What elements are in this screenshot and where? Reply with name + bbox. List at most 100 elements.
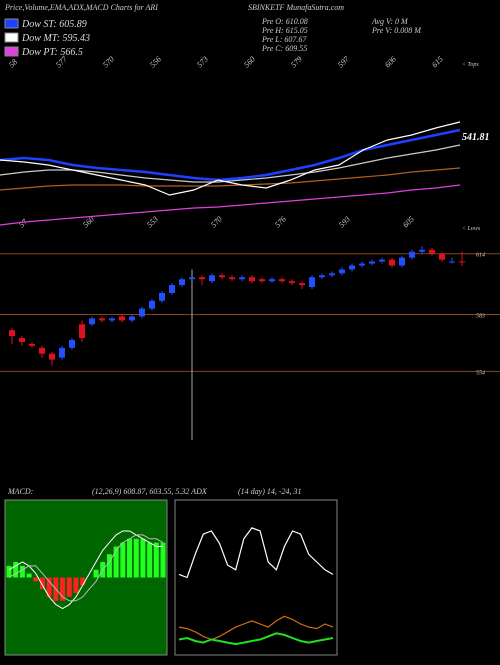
macd-bar bbox=[140, 538, 146, 578]
ema-line bbox=[0, 121, 461, 196]
macd-bar bbox=[113, 546, 119, 578]
candle-body bbox=[309, 277, 315, 288]
adx-params: (14 day) 14, -24, 31 bbox=[238, 487, 302, 496]
tops-label: < Tops bbox=[462, 62, 479, 68]
macd-bar bbox=[127, 538, 133, 578]
macd-bar bbox=[160, 542, 166, 578]
candle-body bbox=[249, 277, 255, 282]
candle-body bbox=[289, 281, 295, 284]
candle-body bbox=[259, 279, 265, 282]
macd-line bbox=[8, 534, 164, 602]
candle-body bbox=[99, 318, 105, 321]
legend-swatch bbox=[4, 32, 19, 43]
top-label: 597 bbox=[336, 54, 352, 70]
top-label: 58 bbox=[7, 57, 19, 69]
candle-body bbox=[219, 275, 225, 278]
info: Pre L: 607.67 bbox=[261, 35, 307, 44]
macd-line bbox=[8, 530, 163, 610]
info: Pre V: 0.008 M bbox=[371, 26, 422, 35]
macd-bar bbox=[120, 542, 126, 578]
macd-bar bbox=[133, 538, 139, 578]
top-label: 573 bbox=[195, 55, 210, 70]
macd-bar bbox=[13, 562, 19, 578]
candle-body bbox=[299, 283, 305, 286]
info: Pre O: 610.08 bbox=[261, 17, 308, 26]
macd-bar bbox=[33, 577, 39, 582]
macd-bar bbox=[153, 542, 159, 578]
bottom-label: 593 bbox=[337, 215, 352, 230]
macd-label: MACD: bbox=[7, 487, 34, 496]
adx-panel bbox=[174, 499, 338, 656]
bottom-label: 570 bbox=[209, 215, 224, 230]
candle-body bbox=[199, 277, 205, 280]
candle-body bbox=[359, 263, 365, 266]
candle-body bbox=[369, 261, 375, 264]
price-tick-label: 583 bbox=[476, 314, 485, 320]
top-label: 615 bbox=[430, 55, 445, 70]
macd-bar bbox=[106, 554, 112, 578]
bottom-label: 605 bbox=[401, 215, 416, 230]
candle-body bbox=[209, 275, 215, 282]
title: Price,Volume,EMA,ADX,MACD Charts for ARI bbox=[4, 3, 158, 12]
site: SBINKETF MunafaSutra.com bbox=[248, 3, 344, 12]
ema-line bbox=[0, 128, 461, 182]
macd-bar bbox=[93, 569, 99, 578]
candle-body bbox=[139, 308, 145, 317]
candle-body bbox=[429, 249, 435, 254]
candle-body bbox=[89, 318, 95, 325]
candle-body bbox=[179, 279, 185, 286]
candle-body bbox=[419, 249, 425, 252]
candle-body bbox=[49, 353, 55, 360]
candle-body bbox=[129, 316, 135, 321]
top-label: 570 bbox=[101, 55, 116, 70]
info: Pre C: 609.55 bbox=[261, 44, 307, 53]
candle-body bbox=[29, 343, 35, 346]
info: Pre H: 615.05 bbox=[261, 26, 308, 35]
candle-body bbox=[389, 259, 395, 266]
candle-body bbox=[159, 292, 165, 301]
candle-body bbox=[339, 269, 345, 274]
macd-bar bbox=[39, 577, 45, 590]
macd-bar bbox=[6, 565, 12, 578]
macd-bar bbox=[147, 542, 153, 578]
candle-body bbox=[39, 347, 45, 354]
macd-bar bbox=[60, 577, 66, 601]
candle-body bbox=[329, 273, 335, 276]
macd-params: (12,26,9) 608.87, 603.55, 5.32 ADX bbox=[92, 487, 208, 496]
adx-line bbox=[178, 527, 334, 579]
candle-body bbox=[189, 277, 195, 280]
candle-body bbox=[169, 285, 175, 293]
candle-body bbox=[269, 279, 275, 282]
legend-swatch bbox=[4, 46, 19, 57]
macd-bar bbox=[80, 577, 86, 586]
ema-line bbox=[0, 167, 461, 191]
candle-body bbox=[119, 316, 125, 321]
adx-line bbox=[178, 615, 334, 641]
level-label: 541.81 bbox=[462, 132, 490, 143]
candle-body bbox=[379, 259, 385, 262]
macd-bar bbox=[66, 577, 72, 597]
lows-label: < Lows bbox=[462, 226, 481, 232]
legend-label: Dow PT: 566.5 bbox=[21, 47, 83, 58]
candle-body bbox=[19, 338, 25, 342]
legend-swatch bbox=[4, 18, 19, 29]
top-label: 606 bbox=[383, 55, 398, 70]
bottom-label: 576 bbox=[273, 215, 288, 230]
macd-bar bbox=[73, 577, 79, 593]
price-tick-label: 614 bbox=[476, 252, 485, 259]
ema-line bbox=[0, 184, 461, 226]
price-tick-label: 554 bbox=[476, 369, 485, 376]
candle-body bbox=[69, 340, 75, 348]
candle-body bbox=[239, 277, 245, 280]
candle-body bbox=[319, 275, 325, 278]
top-label: 556 bbox=[148, 55, 163, 70]
candle-body bbox=[9, 330, 15, 337]
candle-body bbox=[449, 261, 455, 263]
candle-body bbox=[79, 324, 85, 339]
candle-body bbox=[439, 253, 445, 260]
candle-body bbox=[109, 318, 115, 321]
macd-bar bbox=[46, 577, 52, 597]
macd-bar bbox=[26, 573, 32, 578]
legend-label: Dow MT: 595.43 bbox=[21, 33, 90, 44]
